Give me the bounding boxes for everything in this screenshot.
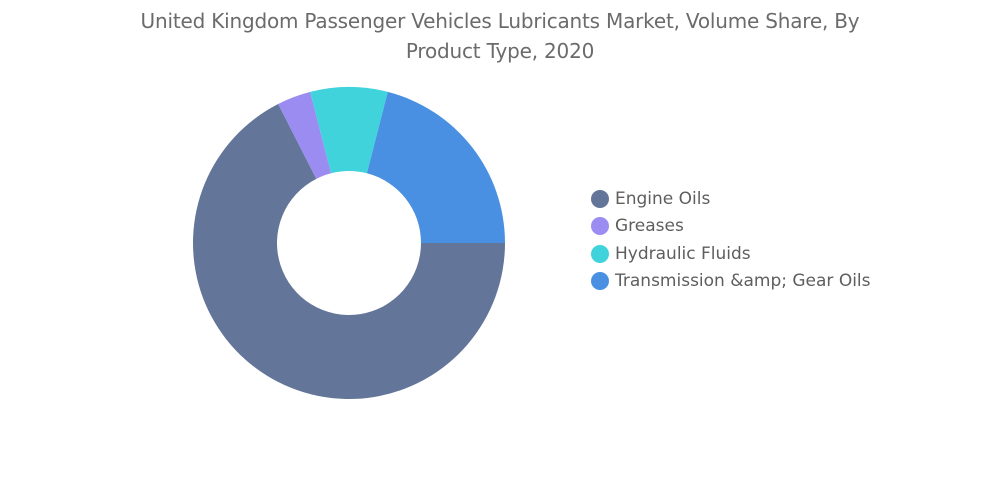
legend-swatch	[591, 272, 609, 291]
legend-item-transmission-gear-oils[interactable]: Transmission &amp; Gear Oils	[591, 268, 991, 296]
chart-title-line-2: Product Type, 2020	[405, 39, 595, 63]
legend-item-hydraulic-fluids[interactable]: Hydraulic Fluids	[591, 240, 991, 268]
legend-label: Hydraulic Fluids	[615, 243, 751, 264]
chart-title-line-1: United Kingdom Passenger Vehicles Lubric…	[140, 9, 860, 33]
legend-item-engine-oils[interactable]: Engine Oils	[591, 185, 991, 213]
legend-label: Transmission &amp; Gear Oils	[615, 271, 871, 292]
chart-title: United Kingdom Passenger Vehicles Lubric…	[0, 6, 1000, 66]
legend-swatch	[591, 189, 609, 208]
slice-engine-oils[interactable]	[193, 104, 505, 399]
slice-greases[interactable]	[278, 91, 332, 179]
slice-transmission-and-gear-oils[interactable]	[366, 91, 505, 243]
slice-hydraulic-fluids[interactable]	[310, 87, 388, 174]
legend-item-greases[interactable]: Greases	[591, 213, 991, 241]
legend-label: Greases	[615, 216, 684, 237]
legend-swatch	[591, 217, 609, 236]
legend-swatch	[591, 244, 609, 263]
legend: Engine Oils Greases Hydraulic Fluids Tra…	[591, 185, 991, 295]
legend-label: Engine Oils	[615, 188, 711, 209]
